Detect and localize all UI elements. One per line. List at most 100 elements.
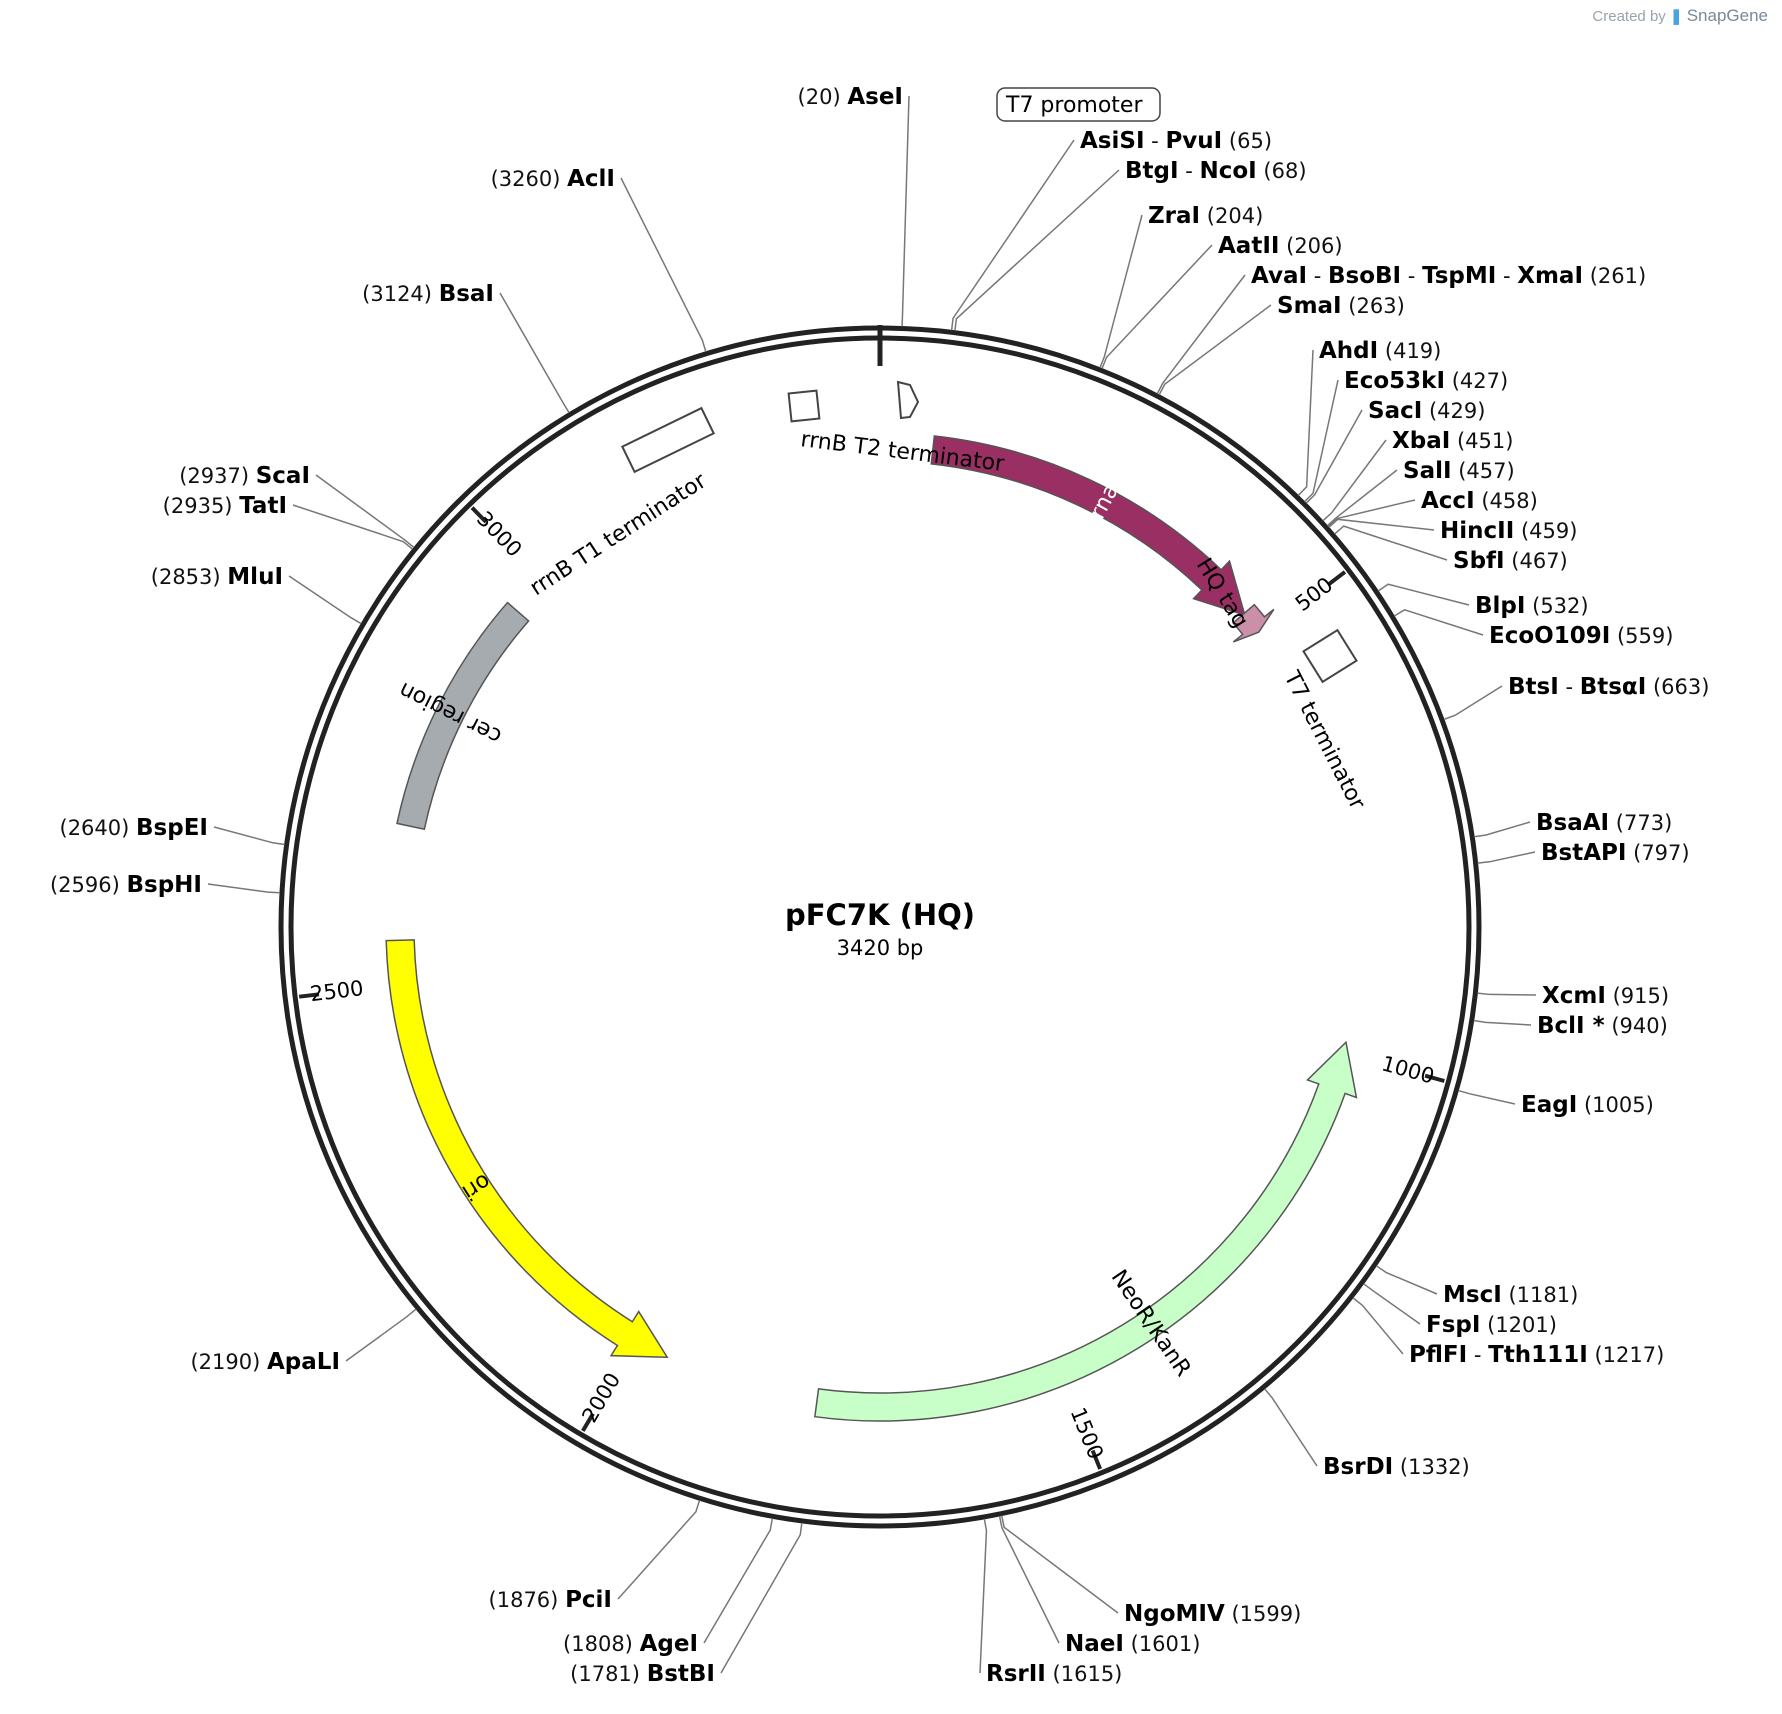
enzyme-name: NcoI (1199, 158, 1256, 184)
enzyme-eco53ki[interactable]: Eco53kI (427) (1344, 368, 1508, 394)
enzyme-eagi[interactable]: EagI (1005) (1521, 1092, 1654, 1118)
enzyme-position: (419) (1385, 339, 1441, 363)
enzyme-name: XcmI (1542, 983, 1606, 1009)
enzyme-xbai[interactable]: XbaI (451) (1392, 428, 1513, 454)
rrnb-t2-terminator-label: rrnB T2 terminator (799, 427, 1006, 477)
enzyme-bsrdi[interactable]: BsrDI (1332) (1323, 1454, 1470, 1480)
enzyme-name: SalI (1403, 458, 1452, 484)
enzyme-smai[interactable]: SmaI (263) (1277, 293, 1405, 319)
enzyme-btsi-bts-i[interactable]: BtsI - BtsαI (663) (1508, 674, 1709, 700)
enzyme-sbfi[interactable]: SbfI (467) (1453, 548, 1568, 574)
enzyme-position: (1781) (570, 1662, 640, 1686)
enzyme-name: XbaI (1392, 428, 1450, 454)
enzyme-position: (663) (1653, 675, 1709, 699)
enzyme-position: (2937) (179, 464, 249, 488)
enzyme-leader-lines (207, 95, 1537, 1674)
enzyme-bstbi[interactable]: (1781) BstBI (570, 1661, 715, 1687)
leader-bstapi (1477, 851, 1536, 864)
enzyme-position: (1201) (1487, 1313, 1557, 1337)
enzyme-ecoo109i[interactable]: EcoO109I (559) (1489, 623, 1673, 649)
enzyme-name: ScaI (256, 463, 310, 489)
enzyme-gap (558, 1588, 565, 1612)
enzyme-pcii[interactable]: (1876) PciI (489, 1587, 612, 1613)
leader-ngomiv (1000, 1515, 1119, 1614)
t7-terminator-label: T7 terminator (1278, 666, 1370, 814)
enzyme-bspei[interactable]: (2640) BspEI (60, 815, 209, 841)
enzyme-scai[interactable]: (2937) ScaI (179, 463, 310, 489)
cer-region-feature[interactable] (396, 601, 530, 831)
enzyme-ngomiv[interactable]: NgoMIV (1599) (1124, 1601, 1301, 1627)
leader-pcii (617, 1500, 701, 1600)
enzyme-name: EcoO109I (1489, 623, 1610, 649)
enzyme-blpi[interactable]: BlpI (532) (1475, 593, 1589, 619)
enzyme-aatii[interactable]: AatII (206) (1218, 233, 1343, 259)
enzyme-rsrii[interactable]: RsrII (1615) (986, 1661, 1122, 1687)
enzyme-acci[interactable]: AccI (458) (1421, 488, 1538, 514)
leader-xbai (1322, 439, 1387, 522)
enzyme-gap (1046, 1662, 1053, 1686)
enzyme-pflfi-tth111i[interactable]: PflFI - Tth111I (1217) (1409, 1342, 1664, 1368)
enzyme-hincii[interactable]: HincII (459) (1440, 518, 1577, 544)
enzyme-apali[interactable]: (2190) ApaLI (190, 1349, 340, 1375)
enzyme-name: Tth111I (1488, 1342, 1588, 1368)
tick-label-3000: 3000 (472, 507, 526, 562)
enzyme-sali[interactable]: SalI (457) (1403, 458, 1515, 484)
t7-promoter-arrow-icon[interactable] (896, 380, 920, 420)
enzyme-gap (560, 167, 567, 191)
enzyme-agei[interactable]: (1808) AgeI (563, 1631, 698, 1657)
plasmid-center-label: pFC7K (HQ) 3420 bp (785, 898, 975, 960)
enzyme-gap (841, 85, 848, 109)
enzyme-name: BsoBI (1328, 263, 1401, 289)
enzyme-ahdi[interactable]: AhdI (419) (1319, 338, 1441, 364)
enzyme-position: (559) (1617, 624, 1673, 648)
enzyme-msci[interactable]: MscI (1181) (1443, 1282, 1578, 1308)
leader-bcli (1473, 1019, 1532, 1026)
enzyme-name: SmaI (1277, 293, 1342, 319)
leader-naei (998, 1515, 1060, 1644)
enzyme-bsaai[interactable]: BsaAI (773) (1536, 810, 1672, 836)
rrnb-t1-terminator-label: rrnB T1 terminator (526, 468, 712, 601)
plasmid-name: pFC7K (HQ) (785, 898, 975, 932)
enzyme-position: (1217) (1594, 1343, 1664, 1367)
enzyme-separator: - (1496, 264, 1517, 288)
enzyme-naei[interactable]: NaeI (1601) (1065, 1631, 1200, 1657)
enzyme-gap (120, 873, 127, 897)
enzyme-acli[interactable]: (3260) AclI (491, 166, 615, 192)
enzyme-separator: - (1179, 159, 1200, 183)
t7-terminator-box[interactable] (1302, 628, 1358, 684)
enzyme-gap (1393, 1455, 1400, 1479)
enzyme-position: (3260) (491, 167, 561, 191)
enzyme-gap (1200, 204, 1207, 228)
enzyme-bcli[interactable]: BclI * (940) (1537, 1013, 1668, 1039)
enzyme-name: AvaI (1251, 263, 1307, 289)
enzyme-name: BclI * (1537, 1013, 1605, 1039)
enzyme-btgi-ncoi[interactable]: BtgI - NcoI (68) (1125, 158, 1307, 184)
enzyme-avai-bsobi-tspmi-xmai[interactable]: AvaI - BsoBI - TspMI - XmaI (261) (1251, 263, 1646, 289)
enzyme-fspi[interactable]: FspI (1201) (1426, 1312, 1557, 1338)
leader-hincii (1328, 518, 1435, 531)
enzyme-mlui[interactable]: (2853) MluI (151, 564, 283, 590)
hq-tag-feature[interactable] (1232, 603, 1275, 643)
rrnb-t2-terminator-box[interactable] (787, 389, 821, 423)
enzyme-asisi-pvui[interactable]: AsiSI - PvuI (65) (1080, 128, 1272, 154)
enzyme-bsphi[interactable]: (2596) BspHI (50, 872, 202, 898)
enzyme-zrai[interactable]: ZraI (204) (1148, 203, 1263, 229)
leader-aatii (1101, 244, 1213, 369)
ori-feature[interactable] (385, 939, 669, 1359)
enzyme-asei[interactable]: (20) AseI (798, 84, 903, 110)
enzyme-xcmi[interactable]: XcmI (915) (1542, 983, 1669, 1009)
enzyme-tati[interactable]: (2935) TatI (163, 493, 287, 519)
neor-kanr-feature[interactable] (814, 1040, 1358, 1422)
enzyme-bstapi[interactable]: BstAPI (797) (1541, 840, 1690, 866)
enzyme-bsai[interactable]: (3124) BsaI (362, 281, 494, 307)
enzyme-position: (1332) (1400, 1455, 1470, 1479)
tick-label-500: 500 (1291, 573, 1337, 616)
enzyme-saci[interactable]: SacI (429) (1368, 398, 1485, 424)
enzyme-position: (532) (1532, 594, 1588, 618)
enzyme-labels: (20) AseI AsiSI - PvuI (65) BtgI - NcoI (6… (50, 84, 1709, 1687)
enzyme-position: (940) (1611, 1014, 1667, 1038)
leader-ecoo109i (1393, 609, 1484, 636)
rrnb-t1-terminator-box[interactable] (620, 406, 716, 474)
enzyme-name: BtsαI (1580, 674, 1647, 700)
